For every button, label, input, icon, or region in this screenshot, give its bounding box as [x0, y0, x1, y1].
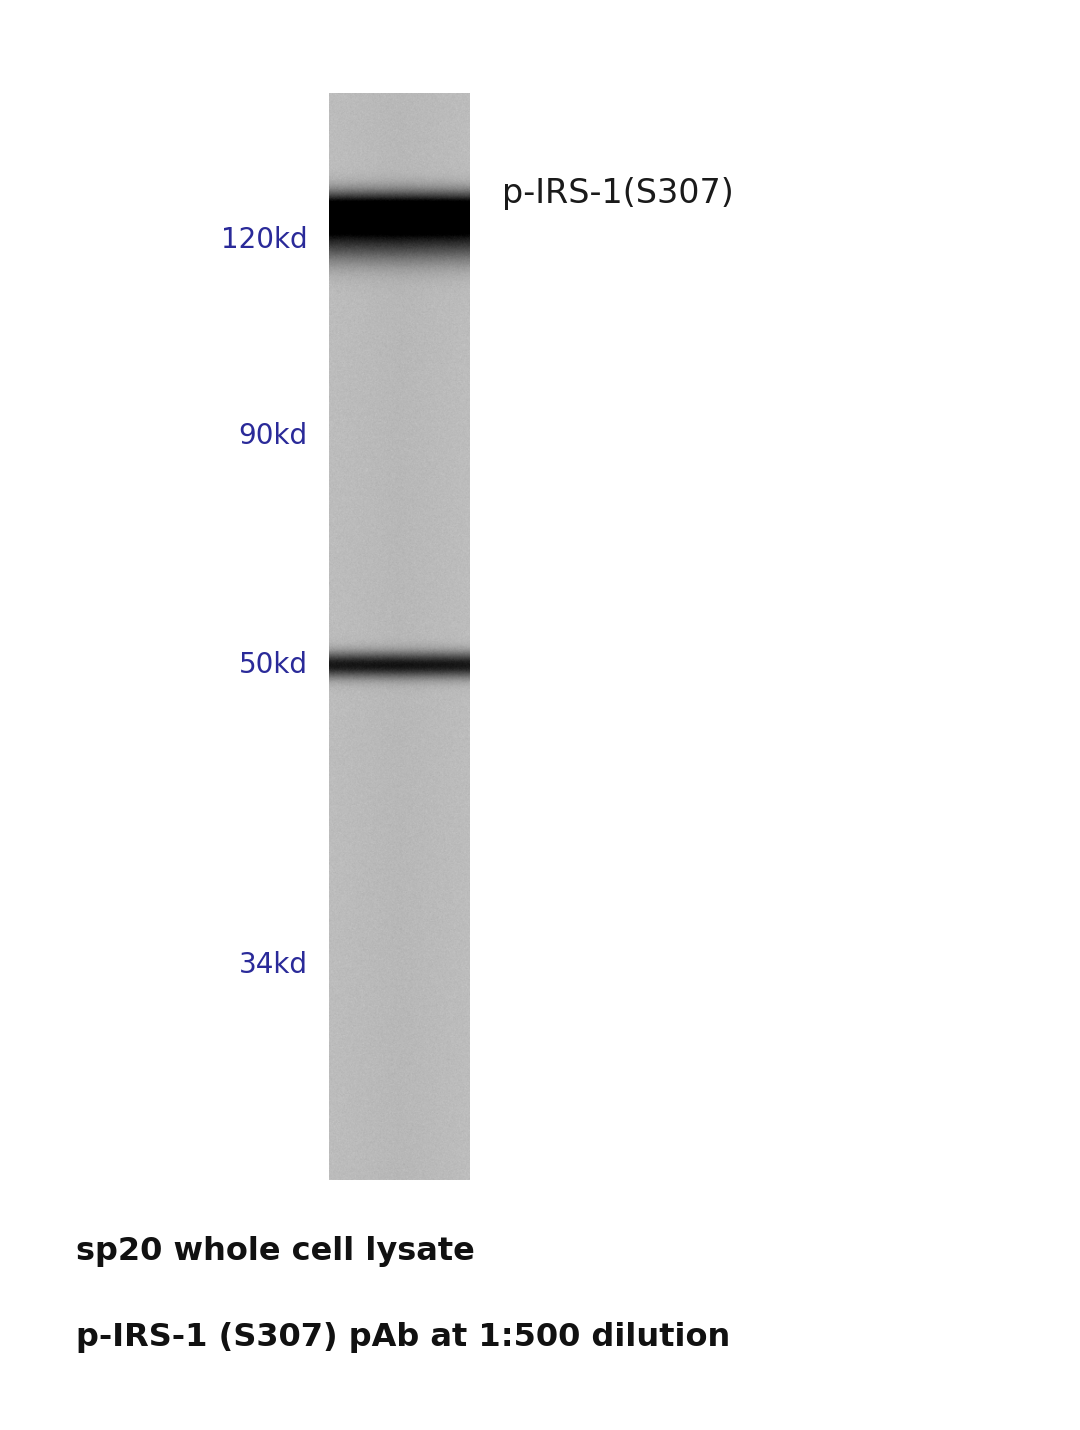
- Text: 34kd: 34kd: [239, 951, 308, 980]
- Text: sp20 whole cell lysate: sp20 whole cell lysate: [76, 1236, 474, 1267]
- Text: 90kd: 90kd: [239, 422, 308, 450]
- Text: 50kd: 50kd: [239, 651, 308, 679]
- Text: p-IRS-1 (S307) pAb at 1:500 dilution: p-IRS-1 (S307) pAb at 1:500 dilution: [76, 1321, 730, 1353]
- Text: 120kd: 120kd: [221, 226, 308, 255]
- Text: p-IRS-1(S307): p-IRS-1(S307): [502, 176, 734, 210]
